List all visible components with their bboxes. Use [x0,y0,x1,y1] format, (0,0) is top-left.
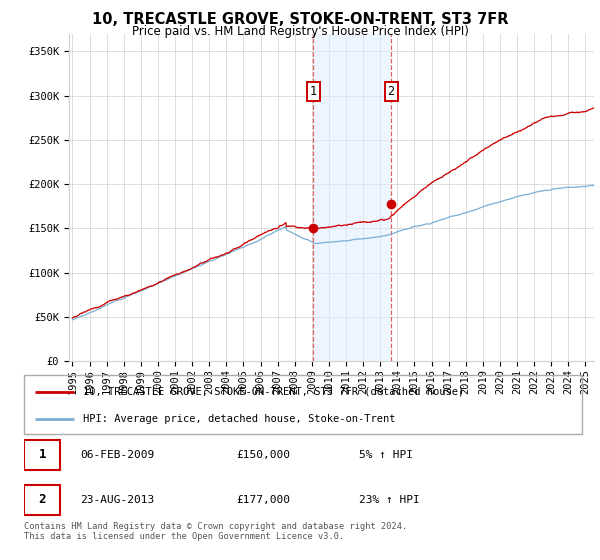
Text: Price paid vs. HM Land Registry's House Price Index (HPI): Price paid vs. HM Land Registry's House … [131,25,469,38]
Text: 23% ↑ HPI: 23% ↑ HPI [359,495,419,505]
Text: 06-FEB-2009: 06-FEB-2009 [80,450,154,460]
Text: 1: 1 [38,449,46,461]
Bar [24,440,60,470]
Text: Contains HM Land Registry data © Crown copyright and database right 2024.
This d: Contains HM Land Registry data © Crown c… [24,522,407,542]
Text: 23-AUG-2013: 23-AUG-2013 [80,495,154,505]
Text: HPI: Average price, detached house, Stoke-on-Trent: HPI: Average price, detached house, Stok… [83,414,395,424]
Text: 10, TRECASTLE GROVE, STOKE-ON-TRENT, ST3 7FR (detached house): 10, TRECASTLE GROVE, STOKE-ON-TRENT, ST3… [83,386,464,396]
Text: 5% ↑ HPI: 5% ↑ HPI [359,450,413,460]
Text: 2: 2 [38,493,46,506]
Text: 2: 2 [388,85,395,97]
Text: £150,000: £150,000 [236,450,290,460]
Bar [313,34,391,361]
Text: 10, TRECASTLE GROVE, STOKE-ON-TRENT, ST3 7FR: 10, TRECASTLE GROVE, STOKE-ON-TRENT, ST3… [92,12,508,27]
Bar [24,484,60,515]
Text: £177,000: £177,000 [236,495,290,505]
Text: 1: 1 [310,85,317,97]
